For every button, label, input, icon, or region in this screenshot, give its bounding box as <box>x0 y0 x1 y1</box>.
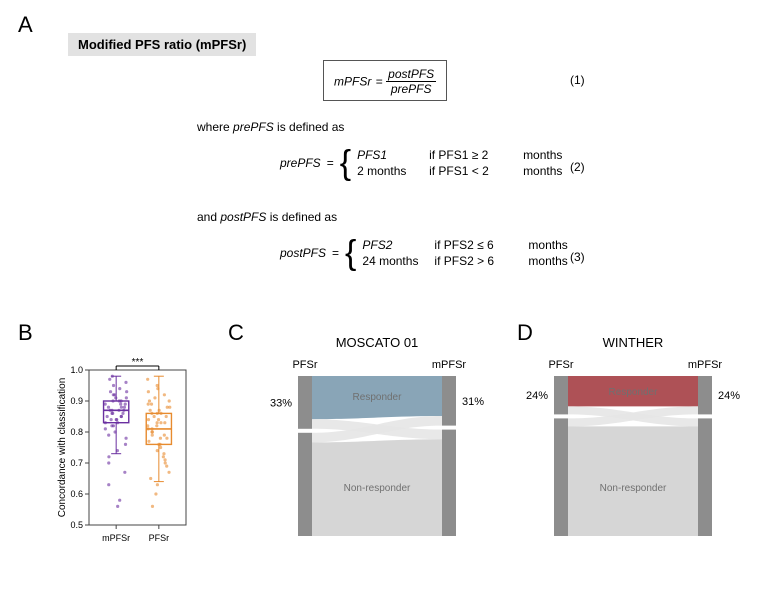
svg-text:24%: 24% <box>526 390 548 402</box>
svg-text:mPFSr: mPFSr <box>432 359 467 371</box>
svg-text:PFSr: PFSr <box>292 359 317 371</box>
svg-text:PFSr: PFSr <box>149 533 170 543</box>
eq3-lhs: postPFS <box>280 246 326 260</box>
moscato-title: MOSCATO 01 <box>262 335 492 350</box>
svg-text:***: *** <box>132 357 144 368</box>
brace-icon: { <box>345 236 356 270</box>
svg-text:Non-responder: Non-responder <box>344 483 411 494</box>
svg-text:0.7: 0.7 <box>70 458 83 468</box>
eq2-lhs: prePFS <box>280 156 321 170</box>
svg-text:0.9: 0.9 <box>70 396 83 406</box>
eq2-number: (2) <box>570 160 585 174</box>
eq1-den: prePFS <box>386 82 436 96</box>
panel-a-title: Modified PFS ratio (mPFSr) <box>68 33 256 56</box>
svg-text:Responder: Responder <box>609 387 659 398</box>
svg-text:mPFSr: mPFSr <box>102 533 130 543</box>
equation-1-box: mPFSr = postPFS prePFS <box>323 60 447 101</box>
svg-text:31%: 31% <box>462 396 484 408</box>
svg-text:Concordance with classificatio: Concordance with classification <box>57 378 68 518</box>
svg-text:1.0: 1.0 <box>70 365 83 375</box>
svg-text:PFSr: PFSr <box>548 359 573 371</box>
panel-a-letter: A <box>18 12 33 38</box>
svg-text:Non-responder: Non-responder <box>600 483 667 494</box>
eq1-lhs: mPFSr <box>334 75 371 89</box>
eq1-equals: = <box>376 75 386 89</box>
eq1-num: postPFS <box>386 67 436 82</box>
svg-text:24%: 24% <box>718 390 740 402</box>
where-post-text: and postPFS is defined as <box>197 210 337 224</box>
svg-text:Responder: Responder <box>353 392 403 403</box>
eq2-rows: PFS1 if PFS1 ≥ 2 months 2 months if PFS1… <box>357 148 562 178</box>
svg-text:0.5: 0.5 <box>70 520 83 530</box>
svg-text:mPFSr: mPFSr <box>688 359 723 371</box>
svg-text:0.8: 0.8 <box>70 427 83 437</box>
panel-c-letter: C <box>228 320 244 346</box>
winther-title: WINTHER <box>518 335 748 350</box>
boxplot-chart: 0.5 0.6 0.7 0.8 0.9 1.0Concordance with class… <box>55 352 190 547</box>
equation-3: postPFS = { PFS2 if PFS2 ≤ 6 months 24 m… <box>280 236 568 270</box>
eq1-number: (1) <box>570 73 585 87</box>
brace-icon: { <box>340 146 351 180</box>
panel-b-letter: B <box>18 320 33 346</box>
eq1-fraction: postPFS prePFS <box>386 67 436 96</box>
sankey-winther: WINTHER PFSr mPFSr Responder Non-responder 2… <box>518 335 748 544</box>
equation-2: prePFS = { PFS1 if PFS1 ≥ 2 months 2 mon… <box>280 146 562 180</box>
sankey-moscato: MOSCATO 01 PFSr mPFSr Responder Non-respond… <box>262 335 492 544</box>
where-pre-text: where prePFS is defined as <box>197 120 344 134</box>
svg-text:0.6: 0.6 <box>70 489 83 499</box>
eq3-number: (3) <box>570 250 585 264</box>
eq3-rows: PFS2 if PFS2 ≤ 6 months 24 months if PFS… <box>362 238 567 268</box>
svg-text:33%: 33% <box>270 397 292 409</box>
